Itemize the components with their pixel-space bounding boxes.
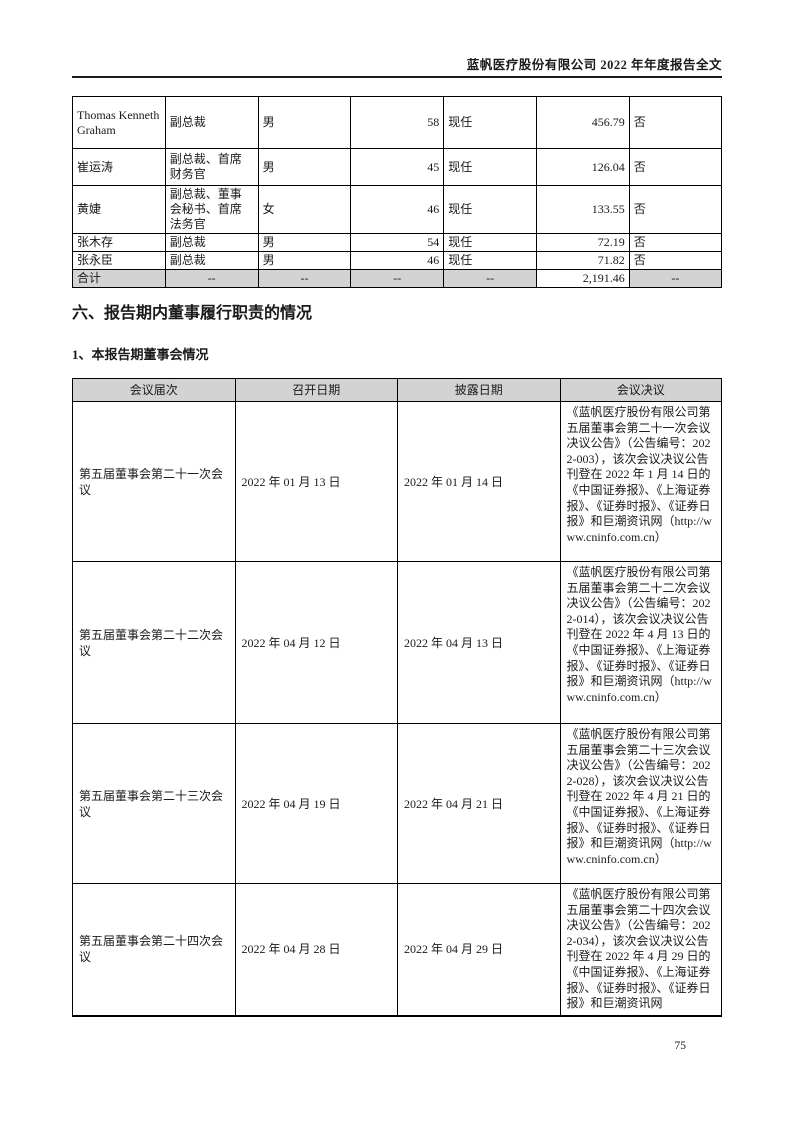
meeting-held-cell: 2022 年 01 月 13 日 bbox=[234, 401, 398, 562]
officer-title-cell: 副总裁 bbox=[164, 251, 259, 270]
officer-flag-cell: 否 bbox=[628, 185, 723, 234]
officer-gender-cell: 女 bbox=[257, 185, 352, 234]
meeting-row: 第五届董事会第二十三次会议 2022 年 04 月 19 日 2022 年 04… bbox=[72, 723, 722, 884]
header-date-held: 召开日期 bbox=[234, 378, 398, 402]
officer-pay-cell: 71.82 bbox=[535, 251, 630, 270]
officer-row: 黄婕 副总裁、董事会秘书、首席法务官 女 46 现任 133.55 否 bbox=[72, 185, 723, 234]
officer-age-cell: 46 bbox=[350, 251, 445, 270]
subsection-heading: 1、本报告期董事会情况 bbox=[72, 347, 209, 362]
section-heading: 六、报告期内董事履行职责的情况 bbox=[72, 305, 313, 322]
officer-flag-cell: 否 bbox=[628, 96, 723, 149]
officer-age-cell: 45 bbox=[350, 148, 445, 186]
header-resolution: 会议决议 bbox=[559, 378, 722, 402]
header-rule bbox=[72, 76, 722, 78]
total-dash-cell: -- bbox=[350, 269, 445, 288]
officer-row: 崔运涛 副总裁、首席财务官 男 45 现任 126.04 否 bbox=[72, 148, 723, 186]
officer-age-cell: 58 bbox=[350, 96, 445, 149]
officers-table: Thomas Kenneth Graham 副总裁 男 58 现任 456.79… bbox=[72, 96, 723, 288]
header-session: 会议届次 bbox=[72, 378, 236, 402]
officer-name-cell: 黄婕 bbox=[72, 185, 166, 234]
total-dash-cell: -- bbox=[443, 269, 537, 288]
officer-status-cell: 现任 bbox=[443, 251, 537, 270]
doc-header-title: 蓝帆医疗股份有限公司 2022 年年度报告全文 bbox=[466, 58, 722, 72]
officer-row: 张木存 副总裁 男 54 现任 72.19 否 bbox=[72, 233, 723, 252]
officer-flag-cell: 否 bbox=[628, 233, 723, 252]
meeting-session-cell: 第五届董事会第二十一次会议 bbox=[72, 401, 236, 562]
meeting-disclosed-cell: 2022 年 04 月 29 日 bbox=[397, 883, 561, 1016]
meeting-held-cell: 2022 年 04 月 28 日 bbox=[234, 883, 398, 1016]
meeting-disclosed-cell: 2022 年 01 月 14 日 bbox=[397, 401, 561, 562]
officer-pay-cell: 72.19 bbox=[535, 233, 630, 252]
doc-header: 蓝帆医疗股份有限公司 2022 年年度报告全文 bbox=[72, 54, 722, 73]
officer-age-cell: 54 bbox=[350, 233, 445, 252]
officer-status-cell: 现任 bbox=[443, 233, 537, 252]
officer-status-cell: 现任 bbox=[443, 185, 537, 234]
officer-pay-cell: 126.04 bbox=[535, 148, 630, 186]
meeting-session-cell: 第五届董事会第二十三次会议 bbox=[72, 723, 236, 884]
meeting-row: 第五届董事会第二十四次会议 2022 年 04 月 28 日 2022 年 04… bbox=[72, 883, 722, 1016]
total-dash-cell: -- bbox=[628, 269, 723, 288]
meeting-disclosed-cell: 2022 年 04 月 21 日 bbox=[397, 723, 561, 884]
meeting-disclosed-cell: 2022 年 04 月 13 日 bbox=[397, 561, 561, 724]
officer-gender-cell: 男 bbox=[257, 148, 352, 186]
officer-name-cell: 崔运涛 bbox=[72, 148, 166, 186]
officer-age-cell: 46 bbox=[350, 185, 445, 234]
meeting-resolution-cell: 《蓝帆医疗股份有限公司第五届董事会第二十三次会议决议公告》（公告编号：2022-… bbox=[559, 723, 722, 884]
meetings-table: 会议届次 召开日期 披露日期 会议决议 第五届董事会第二十一次会议 2022 年… bbox=[72, 378, 722, 1017]
total-dash-cell: -- bbox=[164, 269, 259, 288]
meeting-resolution-cell: 《蓝帆医疗股份有限公司第五届董事会第二十二次会议决议公告》（公告编号：2022-… bbox=[559, 561, 722, 724]
meeting-resolution-cell: 《蓝帆医疗股份有限公司第五届董事会第二十一次会议决议公告》（公告编号：2022-… bbox=[559, 401, 722, 562]
meeting-resolution-cell: 《蓝帆医疗股份有限公司第五届董事会第二十四次会议决议公告》（公告编号：2022-… bbox=[559, 883, 722, 1016]
meeting-row: 第五届董事会第二十一次会议 2022 年 01 月 13 日 2022 年 01… bbox=[72, 401, 722, 562]
total-dash-cell: -- bbox=[257, 269, 352, 288]
total-amount-cell: 2,191.46 bbox=[535, 269, 630, 288]
meeting-session-cell: 第五届董事会第二十二次会议 bbox=[72, 561, 236, 724]
meeting-held-cell: 2022 年 04 月 19 日 bbox=[234, 723, 398, 884]
meeting-row: 第五届董事会第二十二次会议 2022 年 04 月 12 日 2022 年 04… bbox=[72, 561, 722, 724]
officer-flag-cell: 否 bbox=[628, 148, 723, 186]
total-row: 合计 -- -- -- -- 2,191.46 -- bbox=[72, 269, 723, 288]
officer-name-cell: Thomas Kenneth Graham bbox=[72, 96, 166, 149]
officer-gender-cell: 男 bbox=[257, 251, 352, 270]
officer-flag-cell: 否 bbox=[628, 251, 723, 270]
officer-name-cell: 张木存 bbox=[72, 233, 166, 252]
officer-pay-cell: 456.79 bbox=[535, 96, 630, 149]
meeting-held-cell: 2022 年 04 月 12 日 bbox=[234, 561, 398, 724]
officer-gender-cell: 男 bbox=[257, 96, 352, 149]
officer-name-cell: 张永臣 bbox=[72, 251, 166, 270]
meeting-session-cell: 第五届董事会第二十四次会议 bbox=[72, 883, 236, 1016]
officer-title-cell: 副总裁、首席财务官 bbox=[164, 148, 259, 186]
header-date-disclosed: 披露日期 bbox=[397, 378, 561, 402]
meetings-header-row: 会议届次 召开日期 披露日期 会议决议 bbox=[72, 378, 722, 402]
officer-gender-cell: 男 bbox=[257, 233, 352, 252]
officer-status-cell: 现任 bbox=[443, 148, 537, 186]
officer-row: Thomas Kenneth Graham 副总裁 男 58 现任 456.79… bbox=[72, 96, 723, 149]
officer-title-cell: 副总裁 bbox=[164, 233, 259, 252]
officer-title-cell: 副总裁、董事会秘书、首席法务官 bbox=[164, 185, 259, 234]
page-number: 75 bbox=[674, 1040, 687, 1052]
officer-pay-cell: 133.55 bbox=[535, 185, 630, 234]
officer-title-cell: 副总裁 bbox=[164, 96, 259, 149]
officer-row: 张永臣 副总裁 男 46 现任 71.82 否 bbox=[72, 251, 723, 270]
total-label-cell: 合计 bbox=[72, 269, 166, 288]
officer-status-cell: 现任 bbox=[443, 96, 537, 149]
